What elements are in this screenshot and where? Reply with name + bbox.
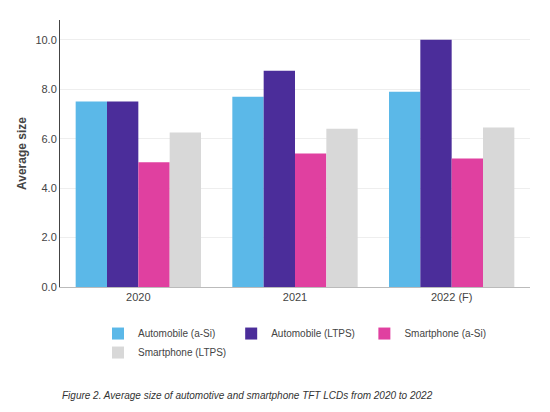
svg-text:4.0: 4.0 — [42, 182, 57, 194]
svg-text:10.0: 10.0 — [35, 34, 56, 46]
svg-text:2020: 2020 — [126, 291, 150, 303]
svg-text:6.0: 6.0 — [42, 133, 57, 145]
svg-text:Smartphone (LTPS): Smartphone (LTPS) — [138, 347, 226, 358]
svg-text:2022 (F): 2022 (F) — [431, 291, 473, 303]
svg-text:Automobile (a-Si): Automobile (a-Si) — [138, 328, 215, 339]
svg-text:2021: 2021 — [283, 291, 307, 303]
svg-text:8.0: 8.0 — [42, 83, 57, 95]
svg-text:Figure 2. Average size of auto: Figure 2. Average size of automotive and… — [62, 390, 433, 401]
svg-text:2.0: 2.0 — [42, 231, 57, 243]
svg-text:Average size: Average size — [15, 117, 29, 190]
svg-text:0.0: 0.0 — [42, 281, 57, 293]
svg-text:Automobile (LTPS): Automobile (LTPS) — [271, 328, 355, 339]
svg-text:Smartphone (a-Si): Smartphone (a-Si) — [404, 328, 486, 339]
